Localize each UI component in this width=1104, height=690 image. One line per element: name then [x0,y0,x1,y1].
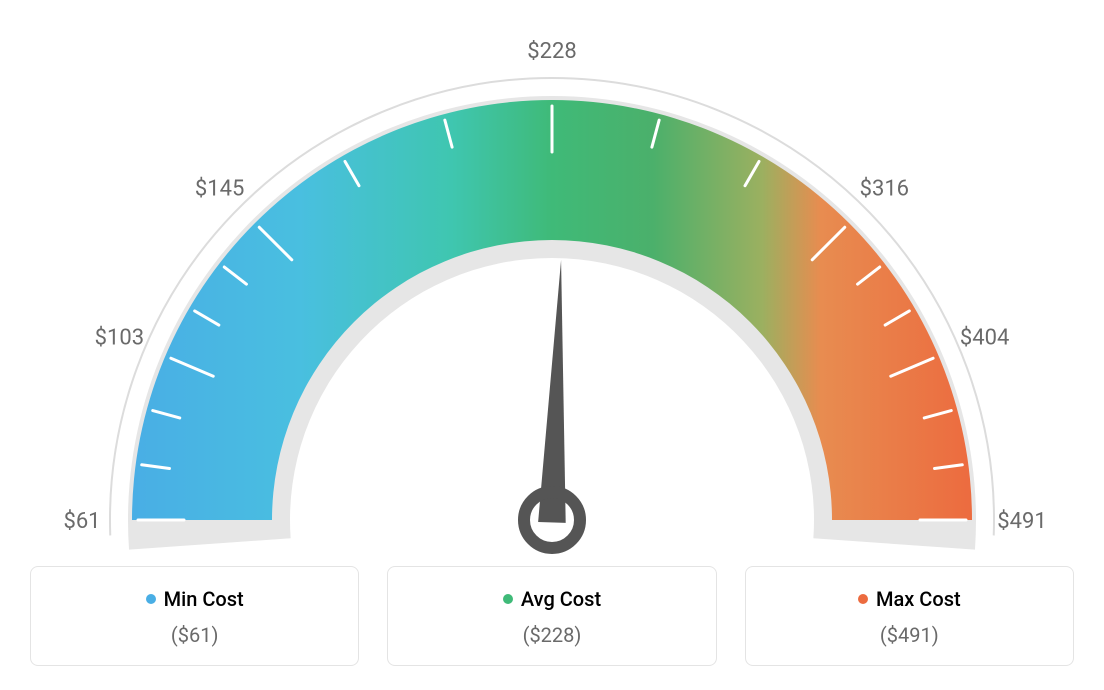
legend-max-text: Max Cost [876,587,961,611]
legend-avg-value: ($228) [398,623,705,647]
dot-icon [503,594,513,604]
svg-text:$228: $228 [527,40,576,64]
legend-avg-text: Avg Cost [521,587,601,611]
legend-min-text: Min Cost [164,587,244,611]
svg-text:$103: $103 [95,325,144,350]
svg-text:$491: $491 [997,509,1046,534]
svg-text:$316: $316 [860,177,909,202]
legend-max-value: ($491) [756,623,1063,647]
legend-min-value: ($61) [41,623,348,647]
svg-text:$145: $145 [195,177,244,202]
legend-avg-box: Avg Cost ($228) [387,566,716,666]
cost-gauge: $61 $103 $145 $228 $316 $404 $491 [52,40,1052,584]
legend-row: Min Cost ($61) Avg Cost ($228) Max Cost … [30,566,1074,666]
legend-min-box: Min Cost ($61) [30,566,359,666]
legend-max-box: Max Cost ($491) [745,566,1074,666]
legend-max-label: Max Cost [858,587,961,611]
svg-text:$61: $61 [63,509,100,534]
svg-text:$404: $404 [960,325,1009,350]
legend-min-label: Min Cost [146,587,244,611]
legend-avg-label: Avg Cost [503,587,601,611]
dot-icon [858,594,868,604]
gauge-svg: $61 $103 $145 $228 $316 $404 $491 [52,40,1052,580]
dot-icon [146,594,156,604]
